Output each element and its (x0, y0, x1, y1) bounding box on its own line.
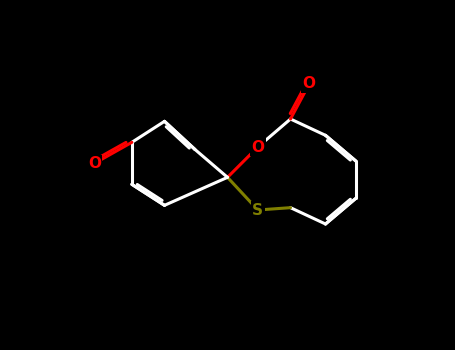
Text: O: O (88, 156, 101, 171)
Text: S: S (253, 203, 263, 217)
Text: O: O (251, 140, 264, 154)
Text: O: O (303, 77, 316, 91)
